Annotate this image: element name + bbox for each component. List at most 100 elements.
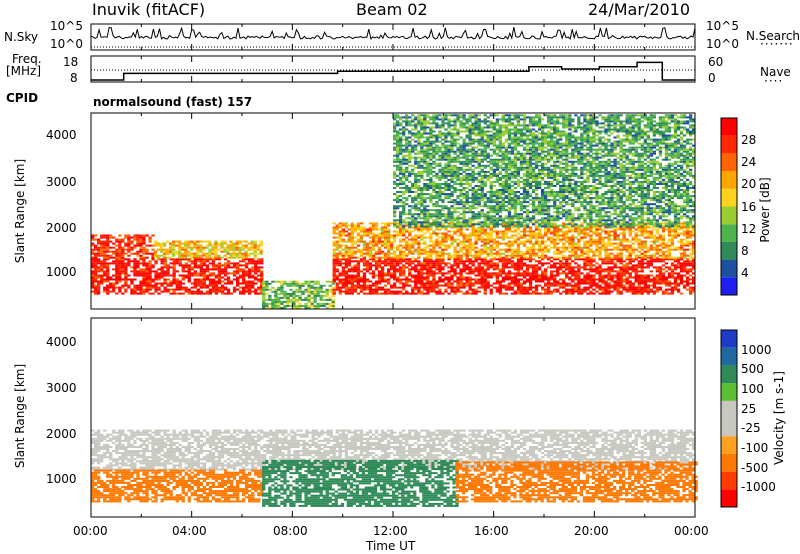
heat-cell [371, 258, 376, 261]
heat-cell [498, 280, 502, 283]
heat-cell [301, 282, 305, 285]
heat-cell [271, 286, 275, 289]
heat-cell [613, 284, 617, 287]
heat-cell [190, 282, 194, 285]
heat-cell [402, 116, 406, 119]
heat-cell [338, 288, 342, 291]
heat-cell [417, 290, 421, 293]
heat-cell [426, 217, 430, 220]
heat-cell [664, 250, 669, 253]
heat-cell [139, 292, 143, 295]
heat-cell [426, 225, 430, 228]
heat-cell [368, 232, 373, 235]
heat-cell [341, 258, 345, 261]
heat-cell [417, 222, 421, 225]
heat-cell [259, 248, 263, 251]
heat-cell [450, 254, 454, 257]
heat-cell [374, 262, 379, 265]
heat-cell [616, 274, 620, 277]
heat-cell [604, 256, 608, 259]
heat-cell [604, 248, 608, 251]
heat-cell [435, 250, 439, 253]
heat-cell [347, 260, 351, 263]
heat-cell [495, 278, 499, 281]
heat-cell [504, 292, 508, 295]
heat-cell [658, 268, 663, 271]
heat-cell [655, 274, 659, 277]
heat-cell [377, 236, 382, 239]
heat-cell [565, 266, 569, 269]
heat-cell [679, 244, 684, 247]
heat-cell [163, 272, 167, 275]
heat-cell [353, 246, 357, 249]
heat-cell [328, 280, 332, 283]
heat-cell [408, 144, 412, 147]
heat-cell [516, 246, 521, 249]
heat-cell [507, 288, 512, 291]
heat-cell [577, 242, 581, 245]
heat-cell [253, 240, 257, 243]
heat-cell [456, 264, 460, 267]
heat-cell [166, 290, 170, 293]
heat-cell [196, 250, 200, 253]
heat-cell [589, 286, 593, 289]
heat-cell [205, 266, 210, 269]
heat-cell [420, 286, 424, 289]
heat-cell [571, 284, 575, 287]
heat-cell [374, 256, 379, 259]
heat-cell [163, 260, 167, 263]
heat-cell [429, 288, 433, 291]
heat-cell [103, 252, 107, 255]
heat-cell [405, 142, 409, 145]
heat-cell [254, 270, 258, 273]
heat-cell [193, 280, 197, 283]
heat-cell [365, 244, 370, 247]
heat-cell [456, 242, 460, 245]
heat-cell [166, 278, 170, 281]
heat-cell [525, 290, 530, 293]
heat-cell [196, 264, 200, 267]
heat-cell [595, 278, 599, 281]
heat-cell [565, 256, 569, 259]
heat-cell [136, 236, 140, 239]
heat-cell [175, 280, 179, 283]
heat-cell [242, 268, 246, 271]
heat-cell [236, 264, 240, 267]
heat-cell [417, 116, 421, 119]
heat-cell [223, 248, 227, 251]
heat-cell [480, 260, 484, 263]
heat-cell [103, 288, 107, 291]
heat-cell [411, 244, 415, 247]
heat-cell [571, 236, 575, 239]
heat-cell [423, 266, 427, 269]
heat-cell [423, 219, 427, 222]
heat-cell [637, 250, 641, 253]
heat-cell [450, 244, 454, 247]
heat-cell [525, 288, 530, 291]
heat-cell [405, 260, 409, 263]
heat-cell [450, 264, 454, 267]
heat-cell [459, 226, 463, 229]
heat-cell [565, 274, 569, 277]
heat-cell [556, 280, 560, 283]
heat-cell [347, 262, 351, 265]
heat-cell [390, 222, 394, 225]
heat-cell [396, 244, 400, 247]
heat-cell [417, 195, 421, 198]
heat-cell [184, 290, 188, 293]
heat-cell [414, 250, 418, 253]
heat-cell [528, 274, 533, 277]
heat-cell [338, 222, 342, 225]
heat-cell [242, 274, 246, 277]
heat-cell [353, 276, 357, 279]
heat-cell [163, 266, 167, 269]
heat-cell [359, 284, 364, 287]
heat-cell [510, 234, 515, 237]
heat-cell [280, 282, 284, 285]
heat-cell [332, 272, 336, 275]
heat-cell [145, 274, 149, 277]
heat-cell [586, 228, 590, 231]
heat-cell [601, 258, 605, 261]
heat-cell [153, 254, 158, 257]
heat-cell [184, 254, 188, 257]
